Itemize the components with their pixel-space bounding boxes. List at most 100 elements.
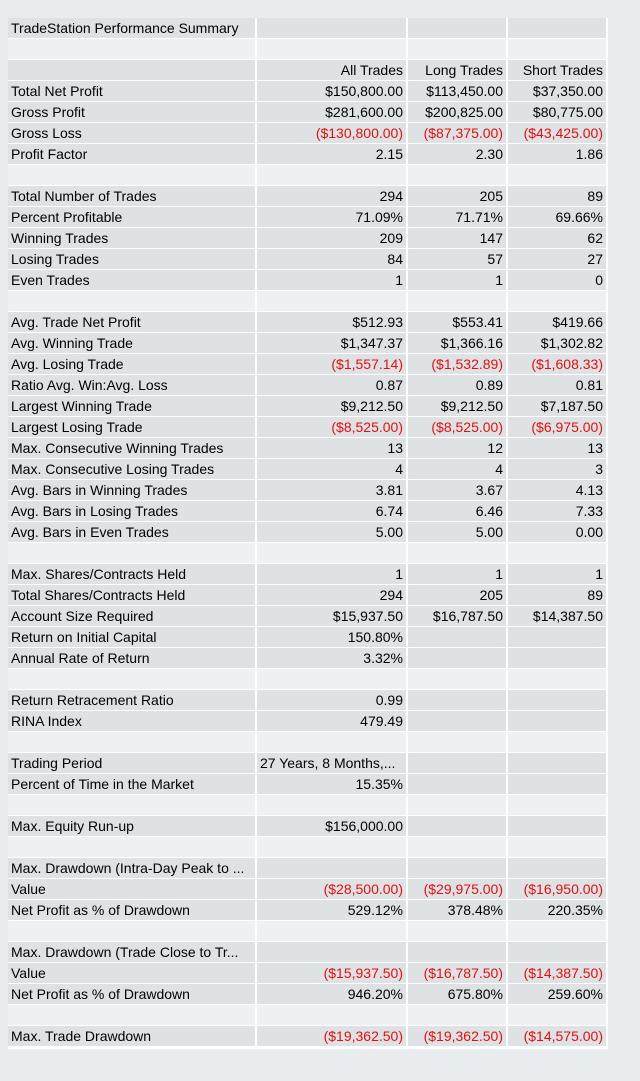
metric-label: Gross Profit [8, 102, 257, 123]
title-empty-cell [257, 18, 408, 39]
spacer-cell [257, 291, 408, 312]
metric-label: Avg. Bars in Winning Trades [8, 480, 257, 501]
metric-label: Return on Initial Capital [8, 627, 257, 648]
spacer-cell [508, 39, 608, 60]
spacer-cell [257, 543, 408, 564]
metric-row: Avg. Trade Net Profit $512.93 $553.41 $419.… [8, 312, 608, 333]
metric-value: 1.86 [508, 144, 608, 165]
metric-label: Avg. Bars in Losing Trades [8, 501, 257, 522]
metric-label: Account Size Required [8, 606, 257, 627]
title-empty-cell [508, 18, 608, 39]
metric-row: Percent of Time in the Market 15.35% [8, 774, 608, 795]
spacer-row [8, 1005, 608, 1026]
metric-row: Max. Trade Drawdown ($19,362.50) ($19,362.… [8, 1026, 608, 1047]
metric-value: 84 [257, 249, 408, 270]
metric-row: Max. Drawdown (Intra-Day Peak to ... [8, 858, 608, 879]
column-header: Long Trades [408, 60, 508, 81]
metric-value: ($1,532.89) [408, 354, 508, 375]
metric-row: Winning Trades 209 147 62 [8, 228, 608, 249]
metric-value: 1 [408, 270, 508, 291]
metric-value: 294 [257, 186, 408, 207]
metric-value [508, 690, 608, 711]
metric-value: 0 [508, 270, 608, 291]
spacer-cell [8, 921, 257, 942]
metric-label: Value [8, 879, 257, 900]
metric-row: Losing Trades 84 57 27 [8, 249, 608, 270]
metric-row: Return Retracement Ratio 0.99 [8, 690, 608, 711]
metric-value: 5.00 [408, 522, 508, 543]
column-header-row: All Trades Long Trades Short Trades [8, 60, 608, 81]
metric-value: ($1,608.33) [508, 354, 608, 375]
spacer-row [8, 543, 608, 564]
metric-value: $14,387.50 [508, 606, 608, 627]
metric-value: 4 [257, 459, 408, 480]
metric-row: Percent Profitable 71.09% 71.71% 69.66% [8, 207, 608, 228]
spacer-cell [8, 543, 257, 564]
spacer-cell [8, 669, 257, 690]
metric-label: Return Retracement Ratio [8, 690, 257, 711]
spacer-cell [257, 39, 408, 60]
spacer-cell [408, 837, 508, 858]
metric-label: Percent Profitable [8, 207, 257, 228]
metric-value: $419.66 [508, 312, 608, 333]
metric-row: Account Size Required $15,937.50 $16,787.5… [8, 606, 608, 627]
metric-value: ($29,975.00) [408, 879, 508, 900]
spacer-cell [508, 837, 608, 858]
metric-value: 294 [257, 585, 408, 606]
metric-value: $113,450.00 [408, 81, 508, 102]
metric-value: 0.99 [257, 690, 408, 711]
metric-value [508, 816, 608, 837]
metric-value: ($87,375.00) [408, 123, 508, 144]
metric-row: Total Shares/Contracts Held 294 205 89 [8, 585, 608, 606]
metric-value: $1,302.82 [508, 333, 608, 354]
metric-value: ($14,387.50) [508, 963, 608, 984]
spacer-cell [257, 669, 408, 690]
metric-label: Max. Drawdown (Trade Close to Tr... [8, 942, 257, 963]
metric-row: Largest Winning Trade $9,212.50 $9,212.50 $… [8, 396, 608, 417]
spacer-cell [508, 543, 608, 564]
metric-value: 89 [508, 186, 608, 207]
metric-label: Losing Trades [8, 249, 257, 270]
metric-label: Value [8, 963, 257, 984]
metric-value [508, 774, 608, 795]
metric-label: Percent of Time in the Market [8, 774, 257, 795]
metric-value [408, 648, 508, 669]
metric-value: 2.30 [408, 144, 508, 165]
bottom-margin [0, 1049, 608, 1081]
spacer-cell [508, 1005, 608, 1026]
metric-value [408, 816, 508, 837]
metric-value: 147 [408, 228, 508, 249]
spacer-cell [408, 165, 508, 186]
column-header: All Trades [257, 60, 408, 81]
metric-value: ($16,787.50) [408, 963, 508, 984]
metric-value: ($8,525.00) [408, 417, 508, 438]
spacer-cell [8, 165, 257, 186]
spacer-cell [257, 921, 408, 942]
metric-value [408, 753, 508, 774]
metric-value [408, 942, 508, 963]
metric-row: Even Trades 1 1 0 [8, 270, 608, 291]
metric-row: Avg. Bars in Losing Trades 6.74 6.46 7.33 [8, 501, 608, 522]
header-empty-cell [8, 60, 257, 81]
spacer-cell [408, 732, 508, 753]
spacer-cell [408, 795, 508, 816]
metric-value [408, 627, 508, 648]
metric-label: Total Number of Trades [8, 186, 257, 207]
metric-value: 13 [257, 438, 408, 459]
spacer-row [8, 39, 608, 60]
spacer-cell [508, 165, 608, 186]
metric-row: Avg. Losing Trade ($1,557.14) ($1,532.89)(… [8, 354, 608, 375]
metric-label: Largest Winning Trade [8, 396, 257, 417]
metric-value: $37,350.00 [508, 81, 608, 102]
metric-row: Max. Consecutive Losing Trades 4 4 3 [8, 459, 608, 480]
metric-value: 946.20% [257, 984, 408, 1005]
metric-value: $7,187.50 [508, 396, 608, 417]
title-row: TradeStation Performance Summary [8, 18, 608, 39]
metric-label: Max. Shares/Contracts Held [8, 564, 257, 585]
metric-row: RINA Index 479.49 [8, 711, 608, 732]
metric-label: Even Trades [8, 270, 257, 291]
metric-value: 0.00 [508, 522, 608, 543]
spacer-cell [8, 837, 257, 858]
spacer-row [8, 165, 608, 186]
metric-label: Max. Equity Run-up [8, 816, 257, 837]
